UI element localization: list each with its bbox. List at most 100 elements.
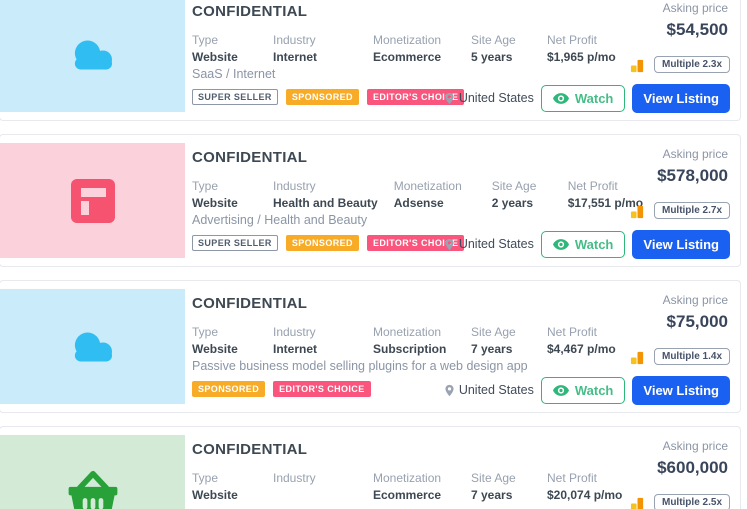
eye-icon — [552, 238, 569, 250]
thumbnail[interactable] — [0, 143, 185, 258]
asking-price: Asking price $75,000 — [663, 293, 728, 332]
industry-value: Internet — [273, 50, 318, 64]
net-profit-value: $4,467 p/mo — [547, 342, 616, 356]
monetization-label: Monetization — [373, 33, 442, 47]
net-profit-label: Net Profit — [567, 179, 618, 193]
asking-price: Asking price $578,000 — [657, 147, 728, 186]
multiple-badge: Multiple 2.3x — [653, 56, 730, 73]
tag-badge: EDITOR'S CHOICE — [366, 235, 465, 251]
tag-badge: EDITOR'S CHOICE — [273, 381, 371, 397]
industry-label: Industry — [273, 325, 316, 339]
multiple-row: Multiple 1.4x — [630, 348, 730, 365]
site-age-label: Site Age — [471, 471, 516, 485]
asking-price: Asking price $600,000 — [657, 439, 728, 478]
tag-list: SUPER SELLER SPONSORED EDITOR'S CHOICE — [192, 89, 465, 105]
net-profit-value: $20,074 p/mo — [547, 488, 623, 502]
multiple-badge: Multiple 2.7x — [653, 202, 730, 219]
view-listing-label: View Listing — [643, 236, 719, 252]
asking-price-label: Asking price — [662, 147, 728, 161]
listing-title: CONFIDENTIAL — [192, 441, 308, 458]
monetization-value: Adsense — [393, 196, 444, 210]
asking-price-label: Asking price — [662, 293, 728, 307]
asking-price-value: $54,500 — [666, 20, 728, 39]
actions-row: United States Watch View Listing — [443, 83, 730, 113]
tag-badge: SPONSORED — [285, 89, 359, 105]
asking-price-label: Asking price — [662, 1, 728, 15]
view-listing-button[interactable]: View Listing — [632, 229, 730, 259]
location: United States — [443, 91, 534, 105]
listing-subtitle: Advertising / Health and Beauty — [192, 213, 368, 227]
monetization-value: Subscription — [373, 342, 447, 356]
profit-bars-icon — [630, 350, 645, 365]
industry-label: Industry — [273, 179, 316, 193]
net-profit-value: $17,551 p/mo — [567, 196, 644, 210]
site-age-value: 5 years — [471, 50, 513, 64]
watch-button[interactable]: Watch — [540, 376, 626, 404]
monetization-label: Monetization — [373, 471, 442, 485]
industry-label: Industry — [273, 33, 316, 47]
listing-fields: Type Website Industry Internet Monetizat… — [192, 33, 616, 64]
monetization-value: Ecommerce — [373, 488, 442, 502]
site-age-label: Site Age — [491, 179, 537, 193]
tag-badge: SUPER SELLER — [192, 235, 278, 251]
type-label: Type — [192, 179, 219, 193]
watch-button-label: Watch — [574, 382, 614, 398]
basket-icon — [63, 468, 123, 509]
listing-title: CONFIDENTIAL — [192, 149, 308, 166]
listing-title: CONFIDENTIAL — [192, 3, 308, 20]
type-label: Type — [192, 325, 219, 339]
site-age-label: Site Age — [471, 325, 516, 339]
watch-button[interactable]: Watch — [540, 230, 626, 258]
asking-price-value: $600,000 — [657, 458, 728, 477]
view-listing-button[interactable]: View Listing — [632, 375, 730, 405]
watch-button[interactable]: Watch — [540, 84, 626, 112]
tag-list: SPONSORED EDITOR'S CHOICE — [192, 381, 371, 397]
tag-badge: EDITOR'S CHOICE — [366, 89, 465, 105]
type-value: Website — [192, 50, 238, 64]
net-profit-label: Net Profit — [547, 471, 598, 485]
multiple-badge: Multiple 1.4x — [653, 348, 730, 365]
thumbnail[interactable] — [0, 435, 185, 509]
type-label: Type — [192, 471, 219, 485]
listing-fields: Type Website Industry Monetization Ecomm… — [192, 471, 622, 502]
actions-row: United States Watch View Listing — [443, 229, 730, 259]
asking-price-label: Asking price — [662, 439, 728, 453]
profit-bars-icon — [630, 204, 645, 219]
multiple-row: Multiple 2.5x — [630, 494, 730, 509]
thumbnail[interactable] — [0, 0, 185, 112]
type-value: Website — [192, 488, 238, 502]
tag-badge: SPONSORED — [285, 235, 359, 251]
map-pin-icon — [443, 384, 456, 397]
profit-bars-icon — [630, 496, 645, 509]
eye-icon — [552, 384, 569, 396]
type-value: Website — [192, 342, 238, 356]
industry-label: Industry — [273, 471, 316, 485]
layout-icon — [70, 178, 115, 223]
listing-subtitle: SaaS / Internet — [192, 67, 276, 81]
view-listing-label: View Listing — [643, 90, 719, 106]
type-label: Type — [192, 33, 219, 47]
listing-card: CONFIDENTIAL Type Website Industry Healt… — [0, 134, 741, 267]
listing-card: CONFIDENTIAL Type Website Industry Monet… — [0, 426, 741, 509]
watch-button-label: Watch — [574, 236, 614, 252]
listing-subtitle: Passive business model selling plugins f… — [192, 359, 528, 373]
tag-badge: SUPER SELLER — [192, 89, 278, 105]
monetization-label: Monetization — [373, 325, 442, 339]
thumbnail[interactable] — [0, 289, 185, 404]
industry-value: Internet — [273, 342, 318, 356]
site-age-value: 7 years — [471, 342, 513, 356]
tag-badge: SPONSORED — [192, 381, 266, 397]
multiple-row: Multiple 2.3x — [630, 56, 730, 73]
map-pin-icon — [443, 238, 456, 251]
view-listing-button[interactable]: View Listing — [632, 83, 730, 113]
cloud-icon — [64, 36, 122, 74]
cloud-icon — [64, 328, 122, 366]
monetization-label: Monetization — [393, 179, 462, 193]
tag-list: SUPER SELLER SPONSORED EDITOR'S CHOICE — [192, 235, 465, 251]
view-listing-label: View Listing — [643, 382, 719, 398]
industry-value: Health and Beauty — [273, 196, 378, 210]
watch-button-label: Watch — [574, 90, 614, 106]
map-pin-icon — [443, 92, 456, 105]
location-text: United States — [458, 383, 534, 397]
